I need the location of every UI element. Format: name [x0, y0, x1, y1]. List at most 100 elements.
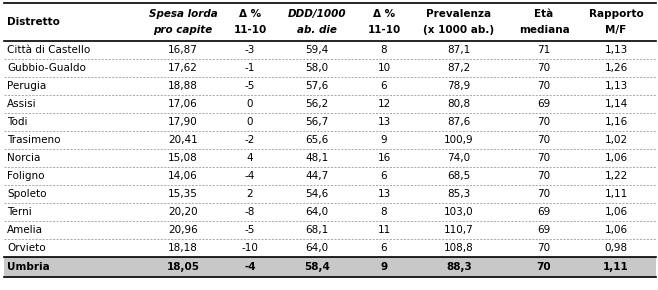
Text: 70: 70 [538, 135, 551, 145]
Text: Norcia: Norcia [7, 153, 40, 163]
Text: 8: 8 [381, 45, 388, 55]
Text: Città di Castello: Città di Castello [7, 45, 90, 55]
Text: 88,3: 88,3 [446, 262, 472, 272]
Text: 68,1: 68,1 [305, 225, 328, 235]
Text: Δ %: Δ % [373, 9, 395, 19]
Text: M/F: M/F [605, 25, 626, 35]
Text: 0,98: 0,98 [605, 243, 628, 253]
Text: 1,26: 1,26 [605, 63, 628, 73]
Text: Todi: Todi [7, 117, 28, 127]
Text: 1,06: 1,06 [605, 207, 628, 217]
Text: Umbria: Umbria [7, 262, 50, 272]
Text: -5: -5 [245, 81, 255, 91]
Text: Età: Età [534, 9, 553, 19]
Text: 18,05: 18,05 [166, 262, 199, 272]
Text: 110,7: 110,7 [444, 225, 474, 235]
Bar [4, 257, 656, 277]
Text: Spoleto: Spoleto [7, 189, 47, 199]
Text: 17,06: 17,06 [168, 99, 198, 109]
Text: 20,96: 20,96 [168, 225, 198, 235]
Text: Prevalenza: Prevalenza [426, 9, 492, 19]
Text: 71: 71 [538, 45, 551, 55]
Text: 59,4: 59,4 [305, 45, 328, 55]
Text: 1,14: 1,14 [605, 99, 628, 109]
Text: Distretto: Distretto [7, 17, 60, 27]
Text: Amelia: Amelia [7, 225, 43, 235]
Text: Terni: Terni [7, 207, 32, 217]
Text: 6: 6 [381, 81, 388, 91]
Text: DDD/1000: DDD/1000 [288, 9, 346, 19]
Text: 80,8: 80,8 [447, 99, 470, 109]
Text: Rapporto: Rapporto [589, 9, 644, 19]
Text: -5: -5 [245, 225, 255, 235]
Text: 1,13: 1,13 [605, 81, 628, 91]
Text: 9: 9 [380, 262, 388, 272]
Text: 14,06: 14,06 [168, 171, 198, 181]
Text: 15,08: 15,08 [168, 153, 198, 163]
Text: 17,90: 17,90 [168, 117, 198, 127]
Text: 1,22: 1,22 [605, 171, 628, 181]
Text: Assisi: Assisi [7, 99, 37, 109]
Text: 1,06: 1,06 [605, 225, 628, 235]
Text: pro capite: pro capite [153, 25, 213, 35]
Text: 70: 70 [538, 171, 551, 181]
Text: 48,1: 48,1 [305, 153, 328, 163]
Text: 69: 69 [538, 225, 551, 235]
Text: 87,6: 87,6 [447, 117, 470, 127]
Text: 85,3: 85,3 [447, 189, 470, 199]
Text: 6: 6 [381, 243, 388, 253]
Text: 69: 69 [538, 207, 551, 217]
Text: 56,2: 56,2 [305, 99, 328, 109]
Text: -4: -4 [244, 262, 256, 272]
Text: (x 1000 ab.): (x 1000 ab.) [424, 25, 495, 35]
Text: 64,0: 64,0 [305, 243, 328, 253]
Text: 108,8: 108,8 [444, 243, 474, 253]
Text: 1,13: 1,13 [605, 45, 628, 55]
Text: 2: 2 [247, 189, 253, 199]
Text: 87,2: 87,2 [447, 63, 470, 73]
Text: 11: 11 [378, 225, 391, 235]
Text: 70: 70 [538, 189, 551, 199]
Text: 8: 8 [381, 207, 388, 217]
Text: Δ %: Δ % [239, 9, 261, 19]
Text: -10: -10 [241, 243, 259, 253]
Text: 44,7: 44,7 [305, 171, 328, 181]
Text: ab. die: ab. die [297, 25, 337, 35]
Text: 11-10: 11-10 [234, 25, 266, 35]
Text: Trasimeno: Trasimeno [7, 135, 61, 145]
Text: 17,62: 17,62 [168, 63, 198, 73]
Text: 18,18: 18,18 [168, 243, 198, 253]
Text: Perugia: Perugia [7, 81, 46, 91]
Text: 13: 13 [378, 117, 391, 127]
Text: -3: -3 [245, 45, 255, 55]
Text: 70: 70 [537, 262, 551, 272]
Text: 56,7: 56,7 [305, 117, 328, 127]
Text: 1,06: 1,06 [605, 153, 628, 163]
Text: 58,0: 58,0 [305, 63, 328, 73]
Text: 4: 4 [247, 153, 253, 163]
Text: 70: 70 [538, 243, 551, 253]
Text: 78,9: 78,9 [447, 81, 470, 91]
Text: Foligno: Foligno [7, 171, 45, 181]
Text: -4: -4 [245, 171, 255, 181]
Text: 58,4: 58,4 [304, 262, 330, 272]
Text: 1,11: 1,11 [603, 262, 629, 272]
Text: 70: 70 [538, 63, 551, 73]
Text: 1,16: 1,16 [605, 117, 628, 127]
Text: 1,02: 1,02 [605, 135, 628, 145]
Text: 11-10: 11-10 [367, 25, 401, 35]
Text: 100,9: 100,9 [444, 135, 474, 145]
Text: 20,20: 20,20 [168, 207, 198, 217]
Text: 6: 6 [381, 171, 388, 181]
Text: 12: 12 [378, 99, 391, 109]
Text: -8: -8 [245, 207, 255, 217]
Text: mediana: mediana [519, 25, 569, 35]
Text: 70: 70 [538, 81, 551, 91]
Text: 64,0: 64,0 [305, 207, 328, 217]
Text: 15,35: 15,35 [168, 189, 198, 199]
Text: Spesa lorda: Spesa lorda [149, 9, 217, 19]
Text: 70: 70 [538, 153, 551, 163]
Text: Gubbio-Gualdo: Gubbio-Gualdo [7, 63, 86, 73]
Text: -1: -1 [245, 63, 255, 73]
Text: 1,11: 1,11 [605, 189, 628, 199]
